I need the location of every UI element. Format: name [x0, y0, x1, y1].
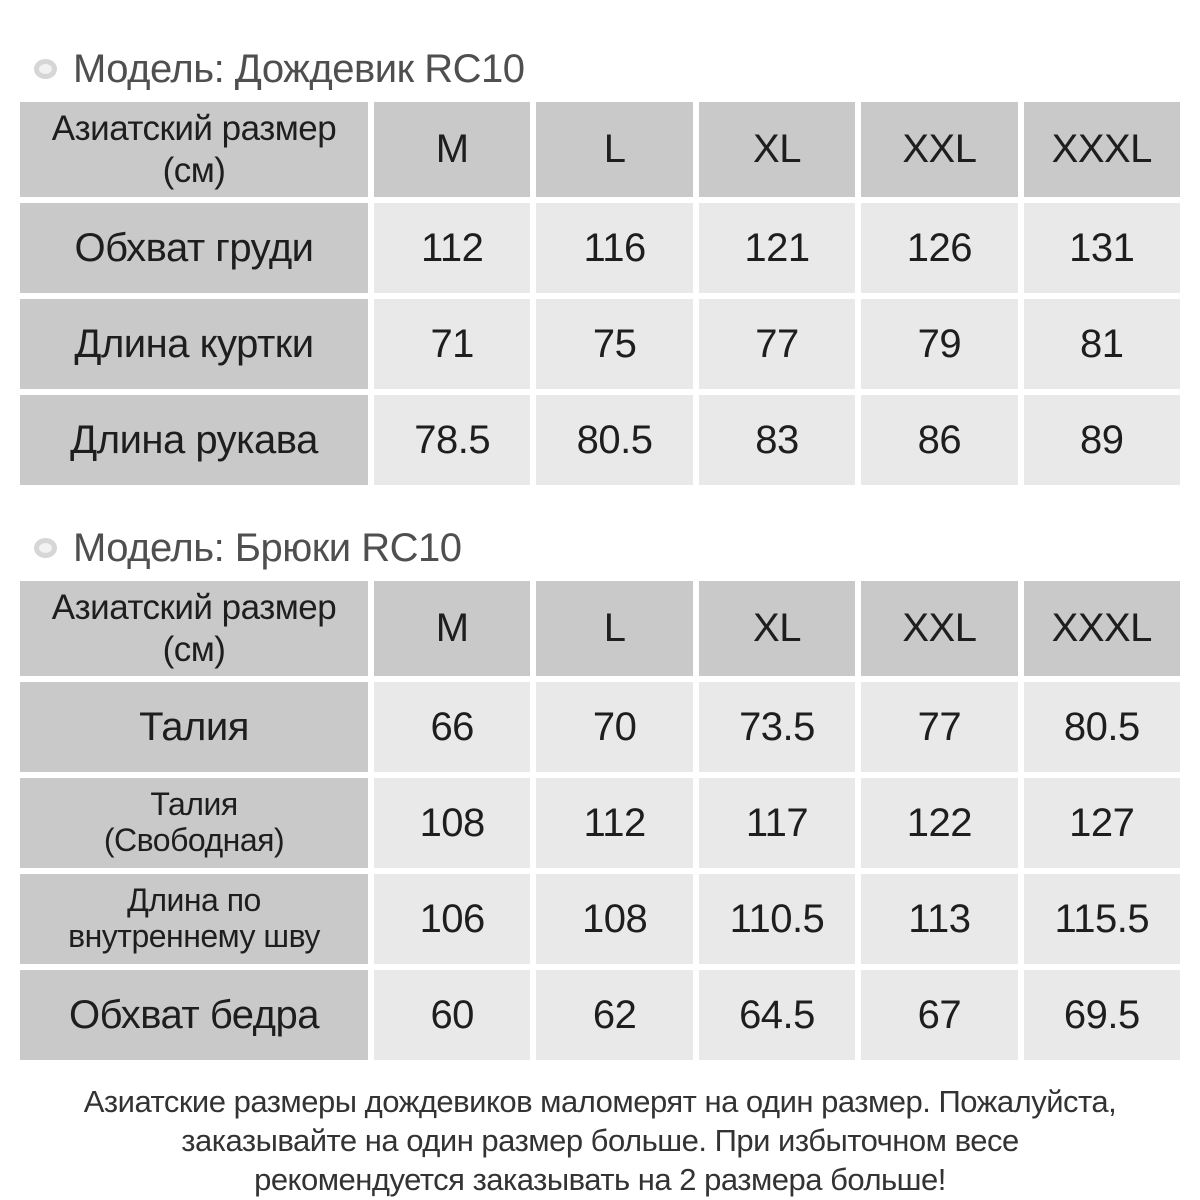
- value-cell: 81: [1023, 299, 1180, 389]
- row-label-cell: Обхват бедра: [20, 970, 368, 1060]
- value-cell: 115.5: [1023, 874, 1180, 964]
- size-header-cell: M: [374, 102, 531, 197]
- value-cell: 60: [374, 970, 531, 1060]
- value-cell: 126: [861, 203, 1018, 293]
- value-cell: 127: [1023, 778, 1180, 868]
- row-label-cell: Длина по внутреннему шву: [20, 874, 368, 964]
- row-label-cell: Длина рукава: [20, 395, 368, 485]
- size-note: Азиатские размеры дождевиков маломерят н…: [0, 1082, 1200, 1199]
- size-header-cell: M: [374, 581, 531, 676]
- value-cell: 108: [374, 778, 531, 868]
- value-cell: 80.5: [536, 395, 693, 485]
- value-cell: 108: [536, 874, 693, 964]
- value-cell: 64.5: [698, 970, 856, 1060]
- value-cell: 66: [374, 682, 531, 772]
- value-cell: 112: [536, 778, 693, 868]
- value-cell: 117: [698, 778, 856, 868]
- value-cell: 89: [1023, 395, 1180, 485]
- raincoat-title-row: Модель: Дождевик RC10: [34, 46, 1200, 91]
- bullet-icon: [34, 538, 57, 558]
- model-title-pants: Модель: Брюки RC10: [73, 525, 462, 570]
- value-cell: 110.5: [698, 874, 856, 964]
- size-header-cell: XL: [698, 581, 856, 676]
- size-header-cell: L: [536, 102, 693, 197]
- row-label-cell: Талия: [20, 682, 368, 772]
- bullet-icon: [34, 59, 57, 79]
- size-header-cell: XL: [698, 102, 856, 197]
- value-cell: 112: [374, 203, 531, 293]
- value-cell: 62: [536, 970, 693, 1060]
- value-cell: 86: [861, 395, 1018, 485]
- value-cell: 113: [861, 874, 1018, 964]
- value-cell: 73.5: [698, 682, 856, 772]
- row-label-cell: Длина куртки: [20, 299, 368, 389]
- value-cell: 69.5: [1023, 970, 1180, 1060]
- corner-header-cell: Азиатский размер (см): [20, 581, 368, 676]
- size-header-cell: XXL: [861, 102, 1018, 197]
- value-cell: 122: [861, 778, 1018, 868]
- value-cell: 75: [536, 299, 693, 389]
- corner-header-cell: Азиатский размер (см): [20, 102, 368, 197]
- value-cell: 131: [1023, 203, 1180, 293]
- size-note-line: заказывайте на один размер больше. При и…: [181, 1123, 1019, 1158]
- value-cell: 121: [698, 203, 856, 293]
- size-header-cell: XXL: [861, 581, 1018, 676]
- size-note-line: Азиатские размеры дождевиков маломерят н…: [83, 1084, 1117, 1119]
- size-header-cell: L: [536, 581, 693, 676]
- value-cell: 77: [861, 682, 1018, 772]
- size-header-cell: XXXL: [1023, 102, 1180, 197]
- row-label-cell: Талия (Свободная): [20, 778, 368, 868]
- size-header-cell: XXXL: [1023, 581, 1180, 676]
- value-cell: 83: [698, 395, 856, 485]
- raincoat-size-table: Азиатский размер (см) M L XL XXL XXXL Обхват г…: [20, 102, 1180, 485]
- value-cell: 79: [861, 299, 1018, 389]
- value-cell: 70: [536, 682, 693, 772]
- value-cell: 71: [374, 299, 531, 389]
- pants-title-row: Модель: Брюки RC10: [34, 525, 1200, 570]
- pants-size-table: Азиатский размер (см) M L XL XXL XXXL Талия 66 7…: [20, 581, 1180, 1060]
- value-cell: 116: [536, 203, 693, 293]
- value-cell: 67: [861, 970, 1018, 1060]
- model-title-raincoat: Модель: Дождевик RC10: [73, 46, 525, 91]
- value-cell: 106: [374, 874, 531, 964]
- value-cell: 80.5: [1023, 682, 1180, 772]
- value-cell: 78.5: [374, 395, 531, 485]
- size-note-line: рекомендуется заказывать на 2 размера бо…: [254, 1162, 946, 1197]
- value-cell: 77: [698, 299, 856, 389]
- row-label-cell: Обхват груди: [20, 203, 368, 293]
